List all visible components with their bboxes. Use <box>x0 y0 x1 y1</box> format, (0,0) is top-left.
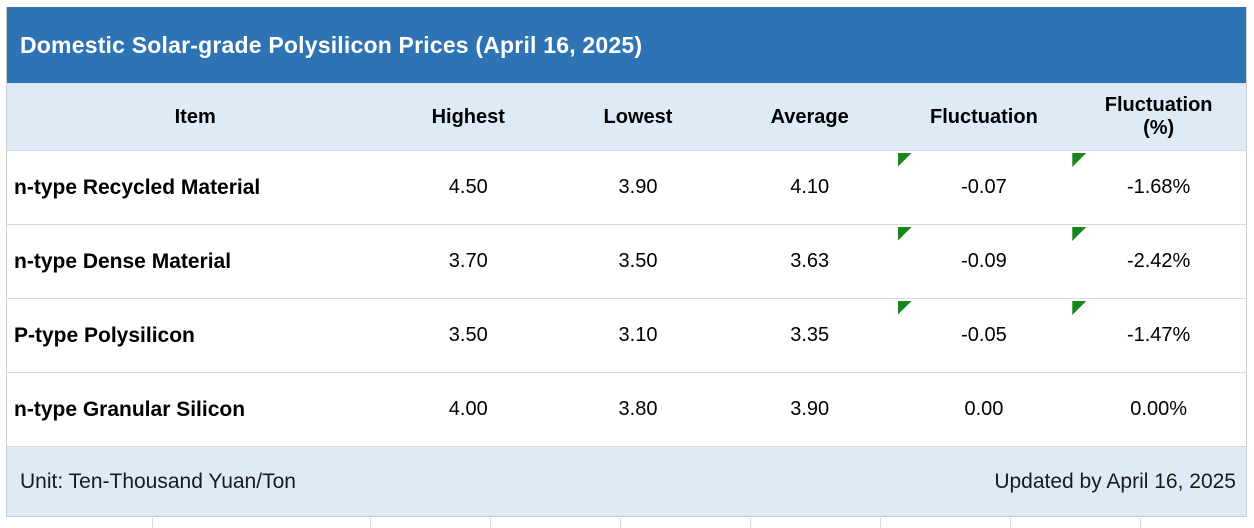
cell-corner-flag-icon <box>897 301 912 315</box>
grid-line <box>880 518 881 528</box>
column-header-average: Average <box>770 105 849 128</box>
fluctuation-pct-value: -2.42% <box>1071 225 1246 298</box>
lowest-value: 3.10 <box>618 324 658 346</box>
item-name: n-type Recycled Material <box>14 175 261 199</box>
fluctuation-pct-text: -1.68% <box>1126 176 1191 198</box>
fluctuation-value: -0.09 <box>897 225 1072 298</box>
grid-line <box>370 518 371 528</box>
cell-corner-flag-icon <box>897 153 912 167</box>
lowest-value: 3.90 <box>618 176 658 198</box>
updated-note: Updated by April 16, 2025 <box>994 469 1236 493</box>
table-title-bar: Domestic Solar-grade Polysilicon Prices … <box>7 7 1246 84</box>
cell-corner-flag-icon <box>1072 227 1087 241</box>
fluctuation-pct-value: -1.68% <box>1071 151 1246 224</box>
fluctuation-text: -0.07 <box>961 176 1007 198</box>
column-header-lowest: Lowest <box>603 105 673 128</box>
average-value: 3.90 <box>790 398 830 420</box>
column-header-item: Item <box>174 105 216 128</box>
fluctuation-value: -0.07 <box>897 151 1072 224</box>
lowest-value: 3.80 <box>618 398 658 420</box>
grid-line <box>1140 518 1141 528</box>
grid-line <box>490 518 491 528</box>
table-header-row: Item Highest Lowest Average Fluctuation … <box>7 84 1246 151</box>
fluctuation-pct-value: 0.00% <box>1071 373 1246 446</box>
highest-value: 4.50 <box>448 176 488 198</box>
fluctuation-pct-text: -1.47% <box>1126 324 1191 346</box>
fluctuation-text: -0.09 <box>961 250 1007 272</box>
highest-value: 3.50 <box>448 324 488 346</box>
fluctuation-text: -0.05 <box>961 324 1007 346</box>
price-table: Domestic Solar-grade Polysilicon Prices … <box>6 7 1247 517</box>
grid-line <box>750 518 751 528</box>
table-row: n-type Recycled Material 4.50 3.90 4.10 … <box>7 151 1246 225</box>
column-header-fluctuation-pct: Fluctuation (%) <box>1104 94 1213 139</box>
item-name: P-type Polysilicon <box>14 323 195 347</box>
cell-corner-flag-icon <box>1072 153 1087 167</box>
table-row: n-type Dense Material 3.70 3.50 3.63 -0.… <box>7 225 1246 299</box>
grid-line <box>620 518 621 528</box>
item-name: n-type Dense Material <box>14 249 232 273</box>
column-header-highest: Highest <box>431 105 505 128</box>
highest-value: 4.00 <box>448 398 488 420</box>
page-title: Domestic Solar-grade Polysilicon Prices … <box>20 31 643 58</box>
table-row: P-type Polysilicon 3.50 3.10 3.35 -0.05 … <box>7 299 1246 373</box>
grid-line <box>1010 518 1011 528</box>
table-row: n-type Granular Silicon 4.00 3.80 3.90 0… <box>7 373 1246 447</box>
spreadsheet-grid-strip <box>0 518 1254 528</box>
fluctuation-pct-value: -1.47% <box>1071 299 1246 372</box>
average-value: 3.63 <box>790 250 830 272</box>
fluctuation-value: -0.05 <box>897 299 1072 372</box>
unit-note: Unit: Ten-Thousand Yuan/Ton <box>20 469 296 493</box>
fluctuation-text: 0.00 <box>964 398 1004 420</box>
grid-line <box>152 518 153 528</box>
column-header-fluctuation: Fluctuation <box>930 105 1038 128</box>
cell-corner-flag-icon <box>1072 301 1087 315</box>
fluctuation-value: 0.00 <box>897 373 1072 446</box>
cell-corner-flag-icon <box>897 227 912 241</box>
fluctuation-pct-text: -2.42% <box>1126 250 1191 272</box>
average-value: 3.35 <box>790 324 830 346</box>
fluctuation-pct-text: 0.00% <box>1130 398 1187 420</box>
item-name: n-type Granular Silicon <box>14 397 246 421</box>
average-value: 4.10 <box>790 176 830 198</box>
highest-value: 3.70 <box>448 250 488 272</box>
lowest-value: 3.50 <box>618 250 658 272</box>
table-footer-row: Unit: Ten-Thousand Yuan/Ton Updated by A… <box>7 447 1246 517</box>
